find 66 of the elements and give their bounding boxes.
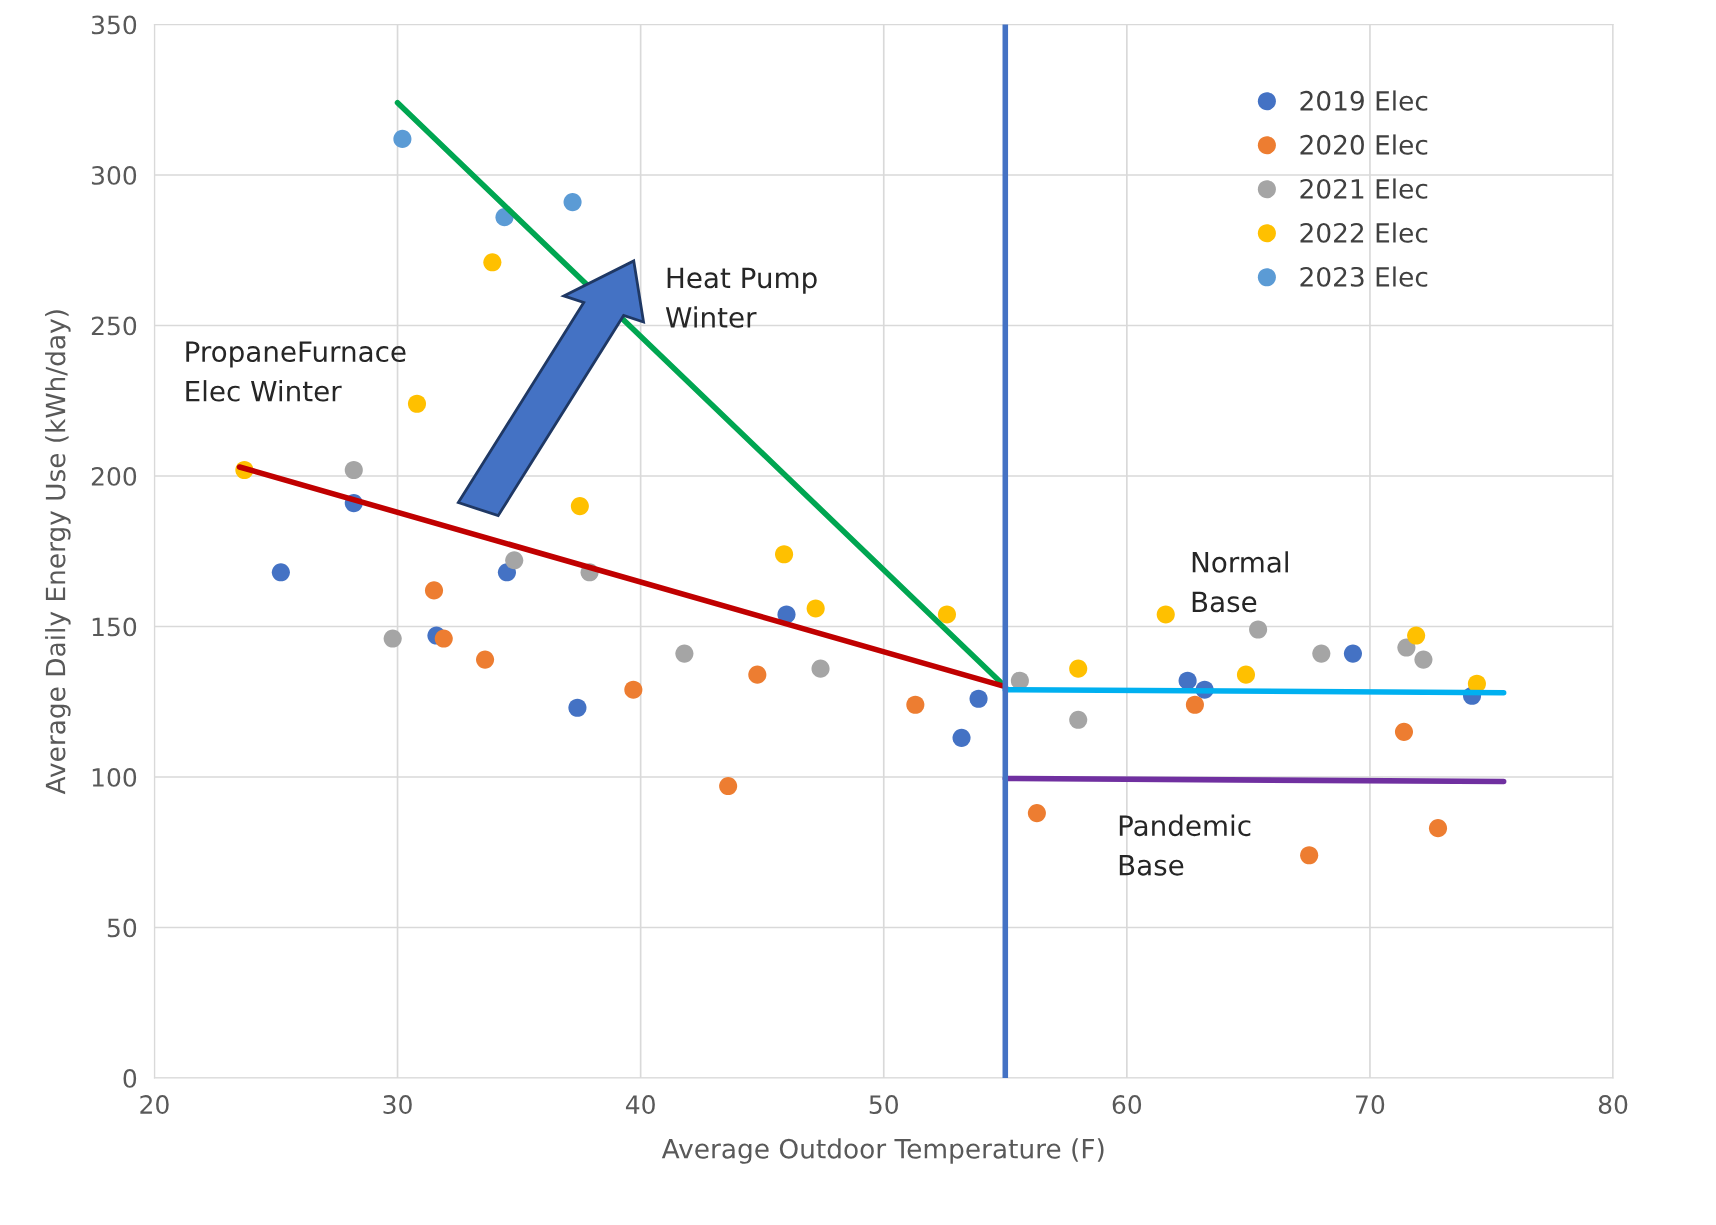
- point: [969, 689, 988, 708]
- point: [271, 563, 290, 582]
- annotation: Normal Base: [1192, 551, 1288, 613]
- point: [1027, 804, 1046, 823]
- point: [407, 394, 427, 413]
- x-tick-label: 30: [383, 1095, 412, 1115]
- point: [563, 193, 582, 212]
- x-tick-label: 70: [1356, 1095, 1385, 1115]
- point: [952, 728, 971, 747]
- point: [1069, 659, 1088, 678]
- annotation: PropaneFurnace Elec Winter: [186, 341, 406, 402]
- x-tick-label: 50: [869, 1095, 898, 1115]
- y-tick-label: 150: [92, 617, 137, 637]
- y-tick-label: 100: [92, 767, 137, 787]
- point: [505, 551, 524, 570]
- y-tick-label: 0: [123, 1068, 137, 1088]
- point: [1428, 819, 1448, 838]
- point: [1414, 650, 1433, 669]
- point: [434, 629, 453, 648]
- point: [393, 129, 412, 148]
- point: [1236, 665, 1256, 684]
- x-tick-label: 20: [140, 1095, 169, 1115]
- point: [719, 776, 738, 796]
- y-axis-title: Average Daily Energy Use (kWh/day): [45, 310, 71, 795]
- point: [748, 665, 767, 684]
- point: [570, 497, 589, 516]
- y-tick-label: 200: [91, 466, 137, 486]
- y-tick-label: 250: [91, 316, 137, 336]
- legend-label: 2020 Elec: [1300, 134, 1428, 155]
- point: [675, 644, 694, 663]
- point: [811, 659, 830, 678]
- point: [424, 581, 444, 600]
- y-tick-label: 300: [91, 165, 137, 185]
- x-axis-title: Average Outdoor Temperature (F): [661, 1138, 1104, 1164]
- point: [1185, 695, 1204, 714]
- point: [906, 695, 925, 714]
- point: [1069, 710, 1088, 729]
- point: [937, 605, 956, 624]
- y-tick-label: 350: [91, 15, 137, 35]
- legend-label: 2023 Elec: [1300, 266, 1428, 287]
- point: [775, 545, 794, 564]
- point: [806, 599, 825, 618]
- x-tick-label: 40: [625, 1095, 655, 1115]
- point: [1156, 605, 1175, 624]
- annotation: Heat Pump Winter: [665, 267, 817, 328]
- point: [1312, 644, 1331, 663]
- y-tick-label: 50: [107, 918, 137, 938]
- point: [383, 629, 402, 648]
- annotation: Pandemic Base: [1119, 814, 1251, 876]
- point: [1407, 626, 1426, 645]
- point: [344, 460, 363, 480]
- point: [1343, 644, 1362, 663]
- legend-label: 2021 Elec: [1300, 178, 1428, 199]
- x-tick-label: 60: [1112, 1095, 1142, 1115]
- point: [1397, 638, 1416, 657]
- point: [476, 650, 495, 669]
- point: [624, 680, 643, 699]
- point: [1249, 620, 1268, 639]
- legend-label: 2019 Elec: [1300, 90, 1428, 111]
- point: [483, 253, 502, 272]
- legend-label: 2022 Elec: [1300, 222, 1428, 243]
- point: [1178, 671, 1197, 690]
- point: [1300, 846, 1319, 865]
- point: [568, 698, 587, 717]
- point: [1394, 722, 1414, 741]
- x-tick-label: 80: [1598, 1095, 1628, 1115]
